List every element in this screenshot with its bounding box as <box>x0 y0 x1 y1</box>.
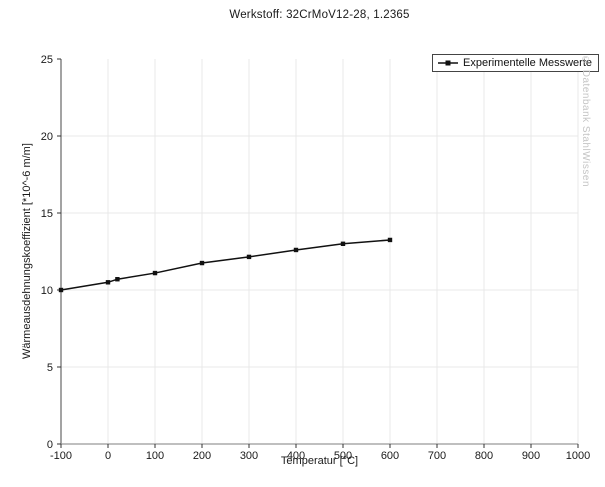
x-tick-label: 400 <box>287 450 305 462</box>
legend: Experimentelle Messwerte <box>432 54 599 72</box>
y-tick-label: 10 <box>41 285 53 297</box>
x-tick-label: 800 <box>475 450 493 462</box>
y-tick-label: 15 <box>41 208 53 220</box>
data-point-marker <box>340 241 346 246</box>
x-tick-label: 300 <box>240 450 258 462</box>
y-axis-title: Wärmeausdehnungskoeffizient [*10^-6 m/m] <box>21 143 33 360</box>
x-tick-label: 600 <box>381 450 399 462</box>
data-point-marker <box>293 247 299 253</box>
data-point-marker <box>152 270 158 276</box>
data-point-marker <box>115 277 120 282</box>
data-point-marker <box>199 260 205 266</box>
x-tick-label: 1000 <box>566 450 590 462</box>
data-point-marker <box>58 287 64 293</box>
y-tick-label: 25 <box>41 54 53 66</box>
legend-series-label: Experimentelle Messwerte <box>463 57 592 69</box>
watermark: © Datenbank StahlWissen <box>580 55 591 188</box>
line-marker-icon <box>438 59 458 67</box>
chart-title: Werkstoff: 32CrMoV12-28, 1.2365 <box>229 9 410 21</box>
series-line <box>60 239 391 291</box>
data-point-marker <box>246 254 252 260</box>
y-tick-label: 5 <box>47 362 53 374</box>
x-tick-label: 0 <box>105 450 111 462</box>
data-point-marker <box>105 280 111 285</box>
y-tick-label: 20 <box>41 131 53 143</box>
x-axis-title: Temperatur [°C] <box>280 455 359 467</box>
x-tick-label: 200 <box>193 450 211 462</box>
x-tick-label: 900 <box>522 450 540 462</box>
x-tick-label: 700 <box>428 450 446 462</box>
data-point-marker <box>387 237 393 243</box>
x-tick-label: 500 <box>334 450 352 462</box>
y-tick-label: 0 <box>47 439 53 451</box>
x-tick-label: 100 <box>146 450 164 462</box>
x-tick-label: -100 <box>50 450 72 462</box>
